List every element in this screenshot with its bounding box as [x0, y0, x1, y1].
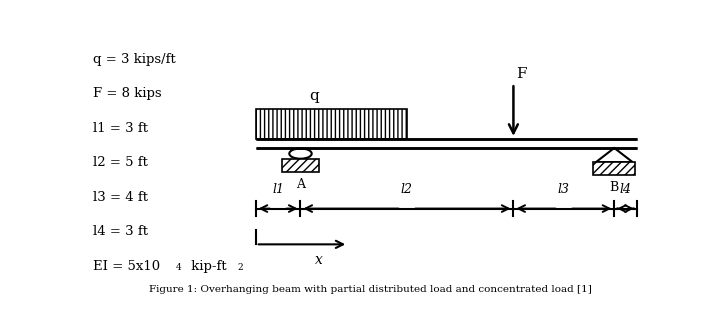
Text: F: F	[516, 67, 527, 81]
Text: l2: l2	[401, 183, 413, 196]
Text: l3 = 4 ft: l3 = 4 ft	[93, 191, 148, 204]
Text: q: q	[309, 89, 320, 103]
Bar	[256, 109, 407, 139]
Text: kip-ft: kip-ft	[187, 260, 227, 273]
Text: B: B	[609, 181, 619, 194]
Bar	[282, 159, 319, 172]
Text: l4 = 3 ft: l4 = 3 ft	[93, 225, 148, 238]
Polygon shape	[596, 148, 633, 162]
Bar	[256, 139, 637, 148]
Text: EI = 5x10: EI = 5x10	[93, 260, 161, 273]
Text: Figure 1: Overhanging beam with partial distributed load and concentrated load [: Figure 1: Overhanging beam with partial …	[149, 285, 592, 294]
Text: l4: l4	[620, 183, 631, 196]
Text: l2 = 5 ft: l2 = 5 ft	[93, 156, 148, 169]
Text: A: A	[296, 178, 305, 191]
Text: x: x	[315, 253, 322, 267]
Text: l1 = 3 ft: l1 = 3 ft	[93, 122, 148, 135]
Bar	[594, 162, 636, 175]
Text: l3: l3	[558, 183, 570, 196]
Text: F = 8 kips: F = 8 kips	[93, 87, 162, 100]
Text: q = 3 kips/ft: q = 3 kips/ft	[93, 52, 176, 66]
Text: 2: 2	[238, 263, 244, 272]
Text: 4: 4	[176, 263, 182, 272]
Text: l1: l1	[272, 183, 284, 196]
